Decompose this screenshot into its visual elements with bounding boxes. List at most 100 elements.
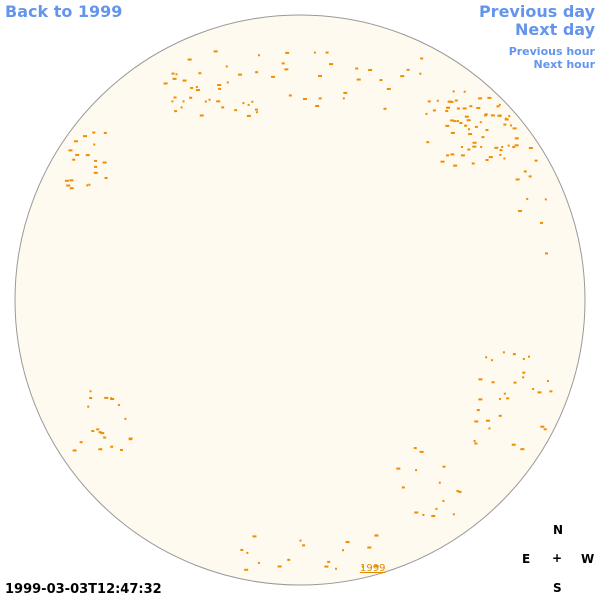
previous-hour-link[interactable]: Previous hour xyxy=(508,45,595,58)
speck xyxy=(255,71,259,74)
speck xyxy=(436,99,439,102)
speck xyxy=(463,90,466,93)
speck xyxy=(464,124,468,127)
speck xyxy=(173,96,177,99)
speck xyxy=(234,109,238,112)
speck xyxy=(484,113,488,116)
speck xyxy=(318,74,323,77)
next-day-link[interactable]: Next day xyxy=(515,20,595,39)
speck xyxy=(450,119,455,122)
speck xyxy=(456,490,460,493)
solar-disk xyxy=(14,14,586,586)
speck xyxy=(175,73,178,76)
speck xyxy=(68,149,73,152)
speck xyxy=(422,513,425,516)
speck xyxy=(452,90,455,93)
speck xyxy=(94,165,98,168)
speck xyxy=(96,428,100,431)
speck xyxy=(476,107,481,110)
speck xyxy=(217,84,222,87)
speck xyxy=(379,79,383,82)
speck xyxy=(507,144,510,147)
speck xyxy=(450,131,455,134)
speck xyxy=(102,161,107,164)
speck xyxy=(478,97,483,100)
speck xyxy=(128,437,133,440)
speck xyxy=(544,252,548,255)
speck xyxy=(540,221,544,224)
speck xyxy=(213,50,218,53)
speck xyxy=(72,449,77,452)
speck xyxy=(75,153,80,156)
speck xyxy=(93,143,96,146)
speck xyxy=(532,387,535,390)
speck xyxy=(506,397,510,400)
speck xyxy=(171,72,175,75)
speck xyxy=(329,63,334,66)
speck xyxy=(86,184,89,187)
speck xyxy=(449,100,454,103)
speck xyxy=(460,145,463,148)
speck xyxy=(476,409,480,412)
speck xyxy=(467,148,471,151)
speck xyxy=(284,68,289,71)
speck xyxy=(431,514,436,517)
speck xyxy=(368,69,373,72)
compass-north: N xyxy=(553,523,564,537)
speck xyxy=(198,72,202,75)
speck xyxy=(512,353,516,356)
speck xyxy=(110,445,114,448)
speck xyxy=(66,184,71,187)
speck xyxy=(518,210,523,213)
compass-east: E xyxy=(522,552,531,566)
speck xyxy=(488,156,493,159)
speck xyxy=(315,105,320,108)
speck xyxy=(88,183,91,186)
speck xyxy=(480,145,483,148)
speck xyxy=(528,147,533,150)
speck xyxy=(474,420,479,423)
back-link[interactable]: Back to 1999 xyxy=(5,2,123,21)
speck xyxy=(464,115,469,118)
speck xyxy=(512,127,517,130)
year-link[interactable]: 1999 xyxy=(360,563,386,574)
speck xyxy=(534,159,538,162)
next-hour-link[interactable]: Next hour xyxy=(533,58,596,71)
previous-day-link[interactable]: Previous day xyxy=(478,2,595,21)
speck xyxy=(92,131,96,134)
speck xyxy=(526,197,529,200)
compass-center: + xyxy=(552,551,563,565)
speck xyxy=(255,111,258,114)
speck xyxy=(401,486,405,489)
speck xyxy=(383,107,387,110)
speck xyxy=(104,177,108,180)
speck xyxy=(509,124,512,127)
speck xyxy=(64,179,69,182)
speck xyxy=(474,125,478,128)
speck xyxy=(503,392,506,395)
speck xyxy=(522,357,525,360)
speck xyxy=(528,175,532,178)
speck xyxy=(325,51,329,54)
speck xyxy=(271,75,276,78)
speck xyxy=(221,106,225,109)
speck xyxy=(511,443,516,446)
speck xyxy=(469,105,473,108)
speck xyxy=(251,100,254,103)
speck xyxy=(98,431,102,434)
speck xyxy=(355,67,359,70)
speck xyxy=(513,381,517,384)
speck xyxy=(69,179,74,182)
compass-south: S xyxy=(553,581,562,595)
speck xyxy=(335,567,338,570)
speck xyxy=(491,381,495,384)
speck xyxy=(94,159,98,162)
speck xyxy=(442,499,445,502)
speck xyxy=(163,82,168,85)
speck xyxy=(438,481,441,484)
speck xyxy=(356,78,361,81)
speck xyxy=(324,565,329,568)
speck xyxy=(498,397,501,400)
speck xyxy=(544,198,547,201)
speck xyxy=(515,178,520,181)
